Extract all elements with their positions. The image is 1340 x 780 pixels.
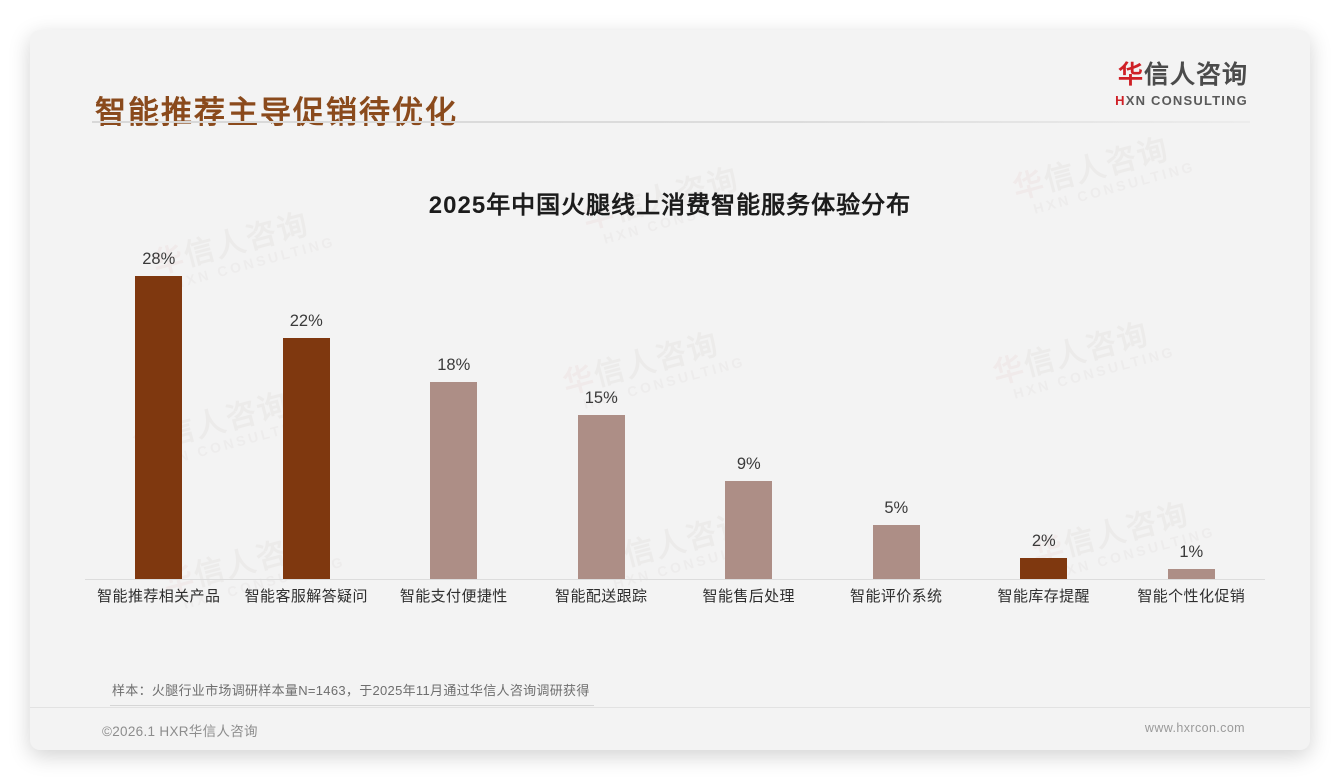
bar-group: 28% xyxy=(85,250,233,580)
slide-header: 智能推荐主导促销待优化 华信人咨询 HXN CONSULTING xyxy=(30,30,1310,130)
x-axis-label: 智能配送跟踪 xyxy=(555,588,648,605)
bar-value-label: 2% xyxy=(1031,532,1056,550)
website-link[interactable]: www.hxrcon.com xyxy=(1144,721,1245,735)
bar-group: 2% xyxy=(970,250,1118,580)
brand-logo: 华信人咨询 HXN CONSULTING xyxy=(1115,61,1248,108)
chart-container: 2025年中国火腿线上消费智能服务体验分布 28% 22% 18% 15% 9% 5% 2%… xyxy=(30,130,1310,650)
bar-value-label: 18% xyxy=(437,356,471,374)
bar-group: 15% xyxy=(528,250,676,580)
brand-logo-cn: 华信人咨询 xyxy=(1115,61,1248,90)
chart-title: 2025年中国火腿线上消费智能服务体验分布 xyxy=(428,192,912,219)
bar[interactable] xyxy=(577,415,625,580)
bar[interactable] xyxy=(135,276,183,580)
x-axis-label: 智能客服解答疑问 xyxy=(244,588,368,605)
brand-logo-en-rest: XN CONSULTING xyxy=(1125,92,1248,108)
copyright-text: ©2026.1 HXR华信人咨询 xyxy=(102,724,258,739)
bar[interactable] xyxy=(725,481,773,580)
x-axis-label: 智能评价系统 xyxy=(850,588,943,605)
x-axis-label: 智能支付便捷性 xyxy=(399,588,508,605)
bar[interactable] xyxy=(1020,558,1068,580)
bar-value-label: 9% xyxy=(736,455,761,473)
brand-logo-cn-red: 华 xyxy=(1117,61,1144,89)
source-note: 样本：火腿行业市场调研样本量N=1463，于2025年11月通过华信人咨询调研获… xyxy=(112,683,590,698)
x-axis-label: 智能个性化促销 xyxy=(1137,588,1246,605)
bar-value-label: 5% xyxy=(884,499,909,517)
bar-value-label: 15% xyxy=(584,389,618,407)
brand-logo-en-red: H xyxy=(1115,92,1126,108)
x-axis-line xyxy=(85,579,1265,580)
brand-logo-en: HXN CONSULTING xyxy=(1115,93,1248,108)
x-axis-labels: 智能推荐相关产品 智能客服解答疑问 智能支付便捷性 智能配送跟踪 智能售后处理 智能评价系… xyxy=(85,585,1265,606)
bar-group: 5% xyxy=(823,250,971,580)
bar[interactable] xyxy=(1167,569,1215,580)
x-axis-label: 智能库存提醒 xyxy=(997,588,1090,605)
x-axis-label: 智能售后处理 xyxy=(702,588,795,605)
page-title: 智能推荐主导促销待优化 xyxy=(95,95,458,130)
chart-plot-area: 28% 22% 18% 15% 9% 5% 2% 1% xyxy=(85,250,1265,580)
bar-group: 9% xyxy=(675,250,823,580)
brand-logo-cn-rest: 信人咨询 xyxy=(1143,61,1248,89)
bar-value-label: 28% xyxy=(142,250,176,268)
bar-group: 22% xyxy=(233,250,381,580)
header-divider xyxy=(92,121,1250,123)
slide-footer: ©2026.1 HXR华信人咨询 www.hxrcon.com xyxy=(30,707,1310,750)
bar-value-label: 1% xyxy=(1179,543,1204,561)
slide-card: 华信人咨询 HXN CONSULTING 华信人咨询 HXN CONSULTIN… xyxy=(30,30,1310,750)
bar-series: 28% 22% 18% 15% 9% 5% 2% 1% xyxy=(85,250,1265,580)
bar-group: 18% xyxy=(380,250,528,580)
bar[interactable] xyxy=(430,382,478,580)
bar-value-label: 22% xyxy=(289,312,323,330)
bar-group: 1% xyxy=(1118,250,1266,580)
bar[interactable] xyxy=(872,525,920,580)
x-axis-label: 智能推荐相关产品 xyxy=(97,588,221,605)
bar[interactable] xyxy=(282,338,330,580)
footnote-divider xyxy=(110,705,594,706)
